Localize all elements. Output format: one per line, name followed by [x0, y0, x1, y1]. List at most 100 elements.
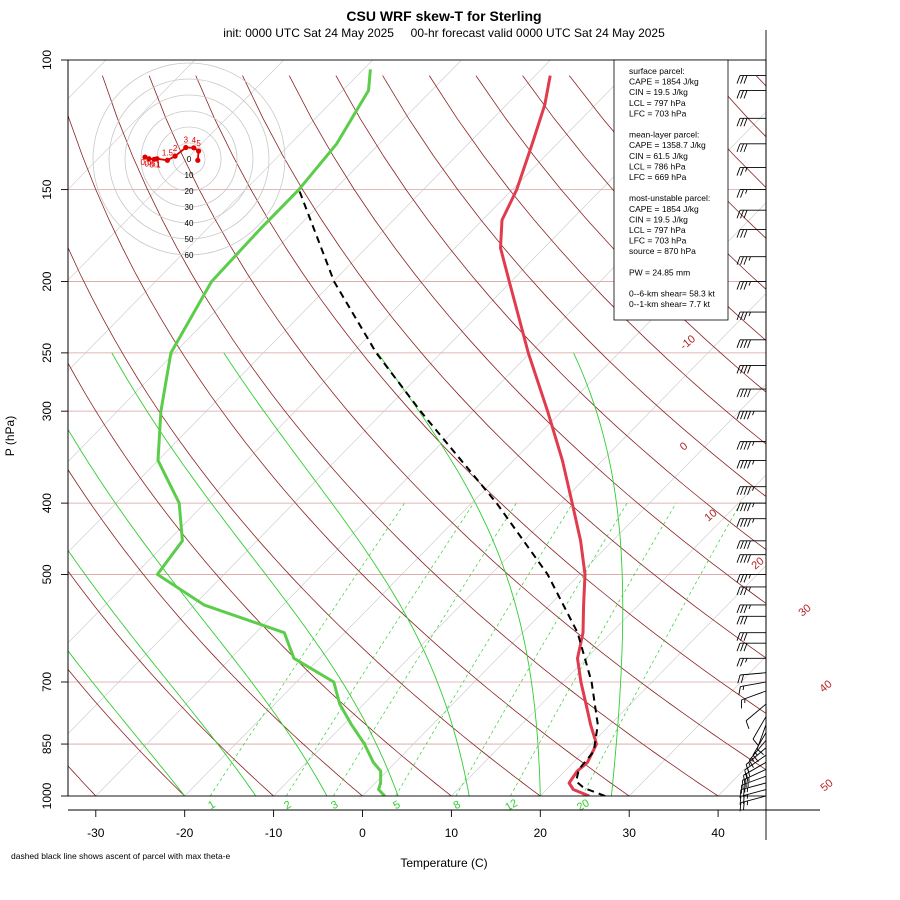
barb-feather	[740, 143, 744, 153]
dry-adiabat-line	[68, 246, 542, 796]
hodograph-point-label: 0.1	[150, 160, 162, 169]
profile-lines	[155, 69, 606, 796]
barb-feather	[736, 616, 741, 625]
barb-feather	[740, 311, 744, 321]
moist-adiabat-line	[377, 352, 541, 796]
wind-barb	[736, 209, 766, 219]
info-line: source = 870 hPa	[629, 246, 696, 256]
y-tick-label: 850	[40, 734, 54, 754]
barb-feather	[740, 339, 744, 348]
barb-feather	[740, 540, 744, 549]
barb-shaft	[756, 724, 767, 750]
mixing-ratio-label: 3	[329, 799, 340, 812]
barb-feather	[740, 210, 744, 219]
info-line: CIN = 19.5 J/kg	[629, 87, 688, 97]
info-line: LFC = 669 hPa	[629, 172, 687, 182]
barb-feather	[740, 658, 744, 667]
barb-half-feather	[752, 460, 755, 465]
barb-feather	[736, 411, 741, 420]
barb-feather	[736, 574, 741, 583]
y-tick-label: 400	[40, 493, 54, 513]
barb-feather	[743, 554, 748, 563]
barb-feather	[743, 229, 748, 238]
barb-shaft	[745, 703, 767, 722]
barb-feather	[747, 554, 751, 563]
hodograph-ring	[92, 62, 286, 256]
wind-barb	[736, 189, 766, 198]
hodograph-point	[164, 157, 170, 163]
info-line: PW = 24.85 mm	[629, 267, 690, 277]
isotherm-line	[540, 565, 766, 796]
isotherm-line	[68, 60, 462, 462]
barb-feather	[736, 339, 741, 348]
hodograph-point	[195, 157, 201, 163]
barb-feather	[752, 754, 759, 762]
y-tick-label: 150	[40, 179, 54, 199]
barb-feather	[743, 339, 748, 348]
info-line: surface parcel:	[629, 66, 685, 76]
barb-feather	[736, 167, 741, 176]
barb-feather	[740, 189, 744, 198]
barb-feather	[736, 388, 741, 398]
hodograph-ring	[124, 94, 254, 224]
moist-adiabat-line	[573, 352, 624, 796]
barb-feather	[736, 486, 741, 495]
barb-feather	[743, 460, 748, 469]
barb-feather	[736, 540, 741, 549]
barb-feather	[736, 632, 741, 641]
isotherm-line	[362, 383, 766, 796]
wind-barb	[736, 642, 766, 652]
wind-barb	[736, 90, 766, 99]
barb-feather	[740, 586, 744, 596]
hodograph-ring-label: 10	[185, 171, 194, 180]
wind-barb	[736, 540, 766, 549]
wind-barb	[736, 281, 766, 290]
y-tick-label: 500	[40, 564, 54, 584]
barb-feather	[740, 632, 744, 641]
dry-adiabat-line	[195, 75, 766, 714]
hodograph-point	[142, 154, 148, 160]
barb-feather	[743, 586, 748, 596]
hodograph-point	[183, 144, 189, 151]
barb-feather	[747, 540, 751, 549]
info-line: CIN = 19.5 J/kg	[629, 214, 688, 224]
barb-feather	[740, 518, 744, 527]
wind-barb	[736, 117, 766, 127]
dry-adiabat-line	[475, 75, 766, 393]
mixing-ratio-line	[332, 502, 517, 796]
dry-adiabat-line	[68, 570, 275, 796]
dry-adiabat-line	[68, 468, 364, 796]
barb-feather	[742, 788, 745, 798]
wind-barb	[736, 229, 766, 238]
dry-adiabat-line	[382, 75, 766, 498]
barb-feather	[743, 311, 748, 321]
wind-barb	[736, 486, 766, 495]
barb-feather	[747, 365, 751, 374]
hodograph-ring-label: 50	[185, 235, 194, 244]
info-line: mean-layer parcel:	[629, 130, 699, 140]
hodograph-ring-label: 30	[185, 203, 194, 212]
barb-half-feather	[752, 411, 755, 416]
wind-barb	[736, 256, 766, 265]
dry-adiabat-line	[102, 75, 719, 796]
isotherm-line	[68, 60, 373, 372]
dry-adiabat-line	[242, 75, 766, 659]
barb-feather	[736, 311, 741, 321]
barb-feather	[747, 518, 751, 527]
info-line: CAPE = 1854 J/kg	[629, 204, 699, 214]
y-tick-label: 1000	[40, 782, 54, 809]
barb-feather	[745, 720, 750, 729]
y-axis-title: P (hPa)	[3, 416, 17, 456]
barb-half-feather	[752, 518, 755, 523]
info-line: 0--1-km shear= 7.7 kt	[629, 299, 711, 309]
mixing-ratio-label: 8	[452, 799, 463, 812]
chart-title: CSU WRF skew-T for Sterling	[346, 8, 541, 24]
moist-adiabat-line	[68, 549, 257, 796]
hodograph-ring	[140, 110, 238, 208]
wind-barb	[736, 143, 766, 153]
hodograph-ring-label: 20	[185, 187, 194, 196]
background-grid	[68, 60, 766, 796]
